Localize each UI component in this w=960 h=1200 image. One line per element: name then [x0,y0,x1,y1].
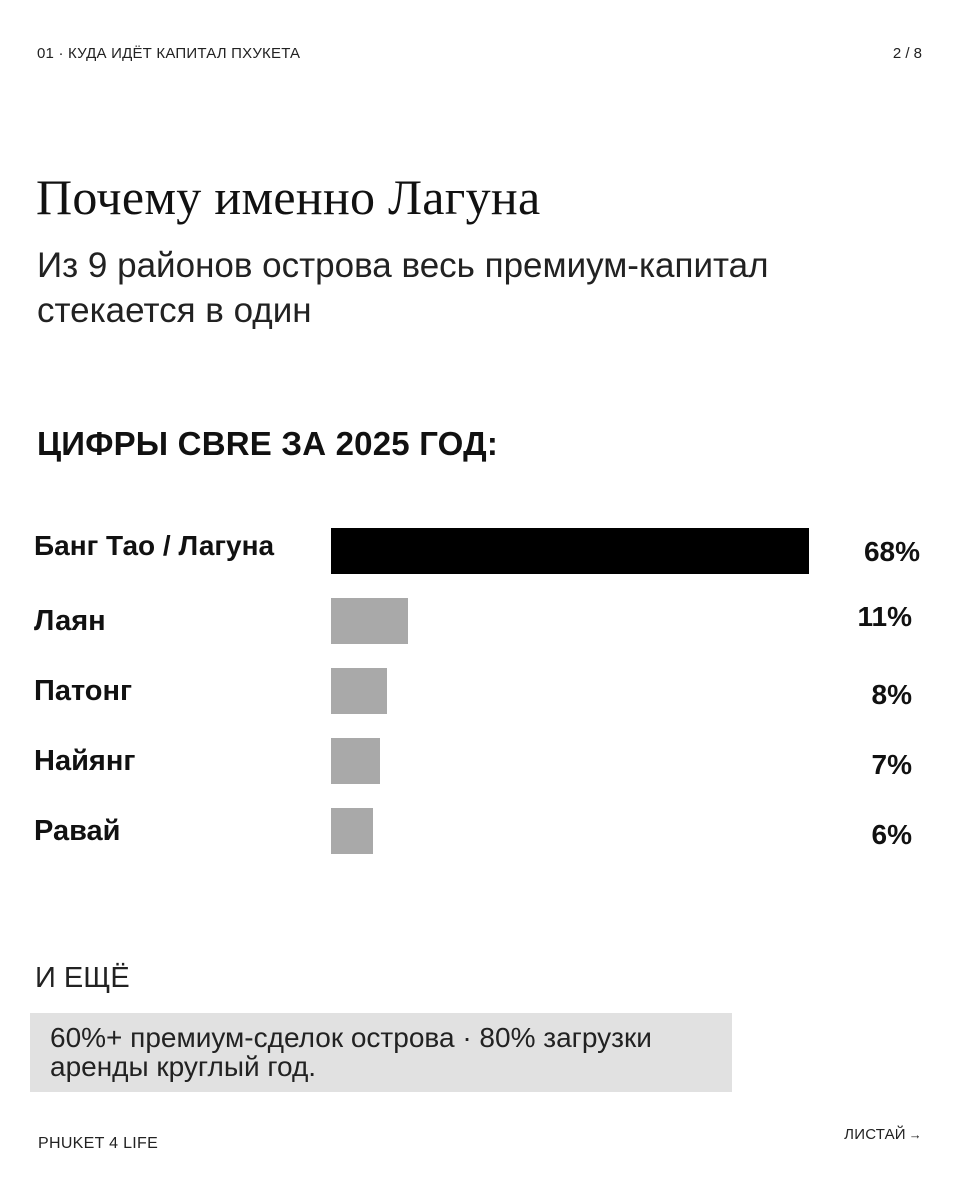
swipe-label: ЛИСТАЙ [844,1126,906,1143]
chart-title: ЦИФРЫ CBRE ЗА 2025 ГОД: [37,425,499,462]
series-label: 01 · КУДА ИДЁТ КАПИТАЛ ПХУКЕТА [37,45,301,62]
bar-label: Найянг [34,745,136,777]
bar [331,738,380,784]
bar [331,668,387,714]
bar-label: Патонг [34,675,133,707]
swipe-button[interactable]: ЛИСТАЙ → [844,1126,922,1143]
page-counter: 2 / 8 [892,45,922,62]
brand-label: PHUKET 4 LIFE [38,1135,159,1152]
page-title: Почему именно Лагуна [36,169,541,225]
arrow-right-icon: → [908,1127,922,1142]
page-subtitle: Из 9 районов острова весь премиум-капита… [37,246,769,330]
bar-value-label: 6% [871,819,912,850]
more-label: И ЕЩЁ [35,962,130,994]
bar-label: Лаян [34,605,106,637]
bar [331,808,373,854]
bar-label: Равай [34,815,121,847]
bar-value-label: 8% [871,679,912,710]
bar-value-label: 7% [871,749,912,780]
bar [331,598,408,644]
note-text: 60%+ премиум-сделок острова · 80% загруз… [50,1022,652,1082]
bar-value-label: 11% [857,601,913,632]
bar-value-label: 68% [863,536,920,567]
bar-label: Банг Тао / Лагуна [34,530,275,561]
bar [331,528,809,574]
note-box: 60%+ премиум-сделок острова · 80% загруз… [30,1013,732,1092]
